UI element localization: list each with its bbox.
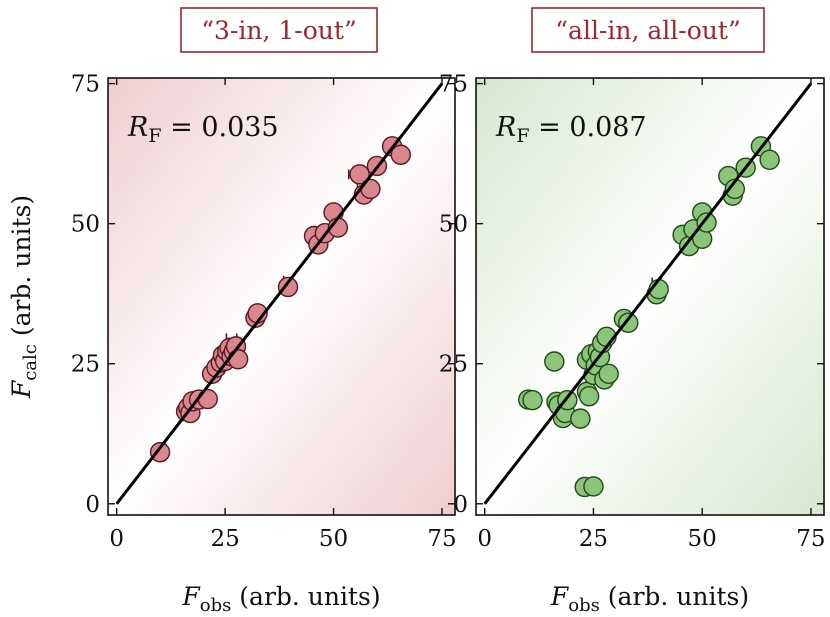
rf-subscript: F bbox=[148, 125, 161, 147]
rf-annotation: RF = 0.087 bbox=[495, 112, 647, 147]
panel-title-box bbox=[531, 7, 765, 53]
data-point bbox=[544, 351, 565, 372]
data-point bbox=[759, 149, 780, 170]
data-point bbox=[227, 349, 249, 370]
rf-value: = 0.035 bbox=[162, 112, 279, 143]
data-point bbox=[522, 389, 543, 411]
panel-title: “3-in, 1-out” bbox=[201, 16, 356, 45]
plot-area bbox=[483, 82, 813, 505]
rf-symbol: R bbox=[495, 112, 516, 143]
y-axis-rest: (arb. units) bbox=[7, 195, 36, 344]
data-point bbox=[570, 408, 591, 429]
data-point bbox=[598, 363, 619, 385]
y-axis-subscript: calc bbox=[20, 344, 41, 381]
y-tick-label: 75 bbox=[71, 72, 100, 98]
fit-line bbox=[115, 82, 444, 505]
y-tick-label: 75 bbox=[439, 72, 468, 98]
y-axis-symbol: F bbox=[7, 379, 36, 399]
data-point bbox=[578, 386, 600, 407]
plot-frame bbox=[475, 77, 825, 516]
x-tick-label: 75 bbox=[427, 526, 456, 552]
x-axis-rest: (arb. units) bbox=[231, 582, 380, 611]
x-axis-label: Fobs (arb. units) bbox=[550, 582, 749, 616]
x-tick-label: 75 bbox=[796, 526, 825, 552]
y-tick-label: 0 bbox=[85, 492, 100, 518]
x-axis-symbol: F bbox=[550, 582, 570, 611]
rf-value: = 0.087 bbox=[530, 112, 647, 143]
x-tick-label: 25 bbox=[579, 526, 608, 552]
panel-title-box bbox=[180, 7, 378, 53]
rf-symbol: R bbox=[127, 112, 148, 143]
data-point bbox=[390, 144, 411, 165]
y-axis-label: Fcalc (arb. units) bbox=[7, 195, 41, 399]
data-point bbox=[618, 312, 639, 334]
data-point bbox=[277, 276, 299, 298]
x-tick-label: 50 bbox=[319, 526, 348, 552]
y-tick-label: 50 bbox=[71, 212, 100, 238]
x-axis-label: Fobs (arb. units) bbox=[181, 582, 380, 616]
x-tick-label: 0 bbox=[477, 526, 492, 552]
y-tick-label: 0 bbox=[453, 492, 468, 518]
x-axis-rest: (arb. units) bbox=[600, 582, 749, 611]
x-tick-label: 50 bbox=[688, 526, 717, 552]
plot-area bbox=[115, 82, 444, 505]
data-point bbox=[349, 164, 370, 185]
x-tick-label: 0 bbox=[109, 526, 124, 552]
x-axis-subscript: obs bbox=[200, 595, 232, 616]
data-point bbox=[696, 212, 717, 233]
plot-frame bbox=[107, 77, 456, 516]
x-tick-label: 25 bbox=[210, 526, 239, 552]
y-tick-label: 25 bbox=[439, 352, 468, 378]
data-point bbox=[583, 476, 604, 497]
x-axis-symbol: F bbox=[181, 582, 201, 611]
rf-subscript: F bbox=[516, 125, 529, 147]
y-tick-label: 50 bbox=[439, 212, 468, 238]
x-axis-subscript: obs bbox=[568, 595, 600, 616]
data-point bbox=[149, 442, 171, 463]
panel-title: “all-in, all-out” bbox=[555, 16, 740, 45]
fit-line bbox=[483, 82, 813, 505]
rf-annotation: RF = 0.035 bbox=[127, 112, 279, 147]
y-tick-label: 25 bbox=[71, 352, 100, 378]
